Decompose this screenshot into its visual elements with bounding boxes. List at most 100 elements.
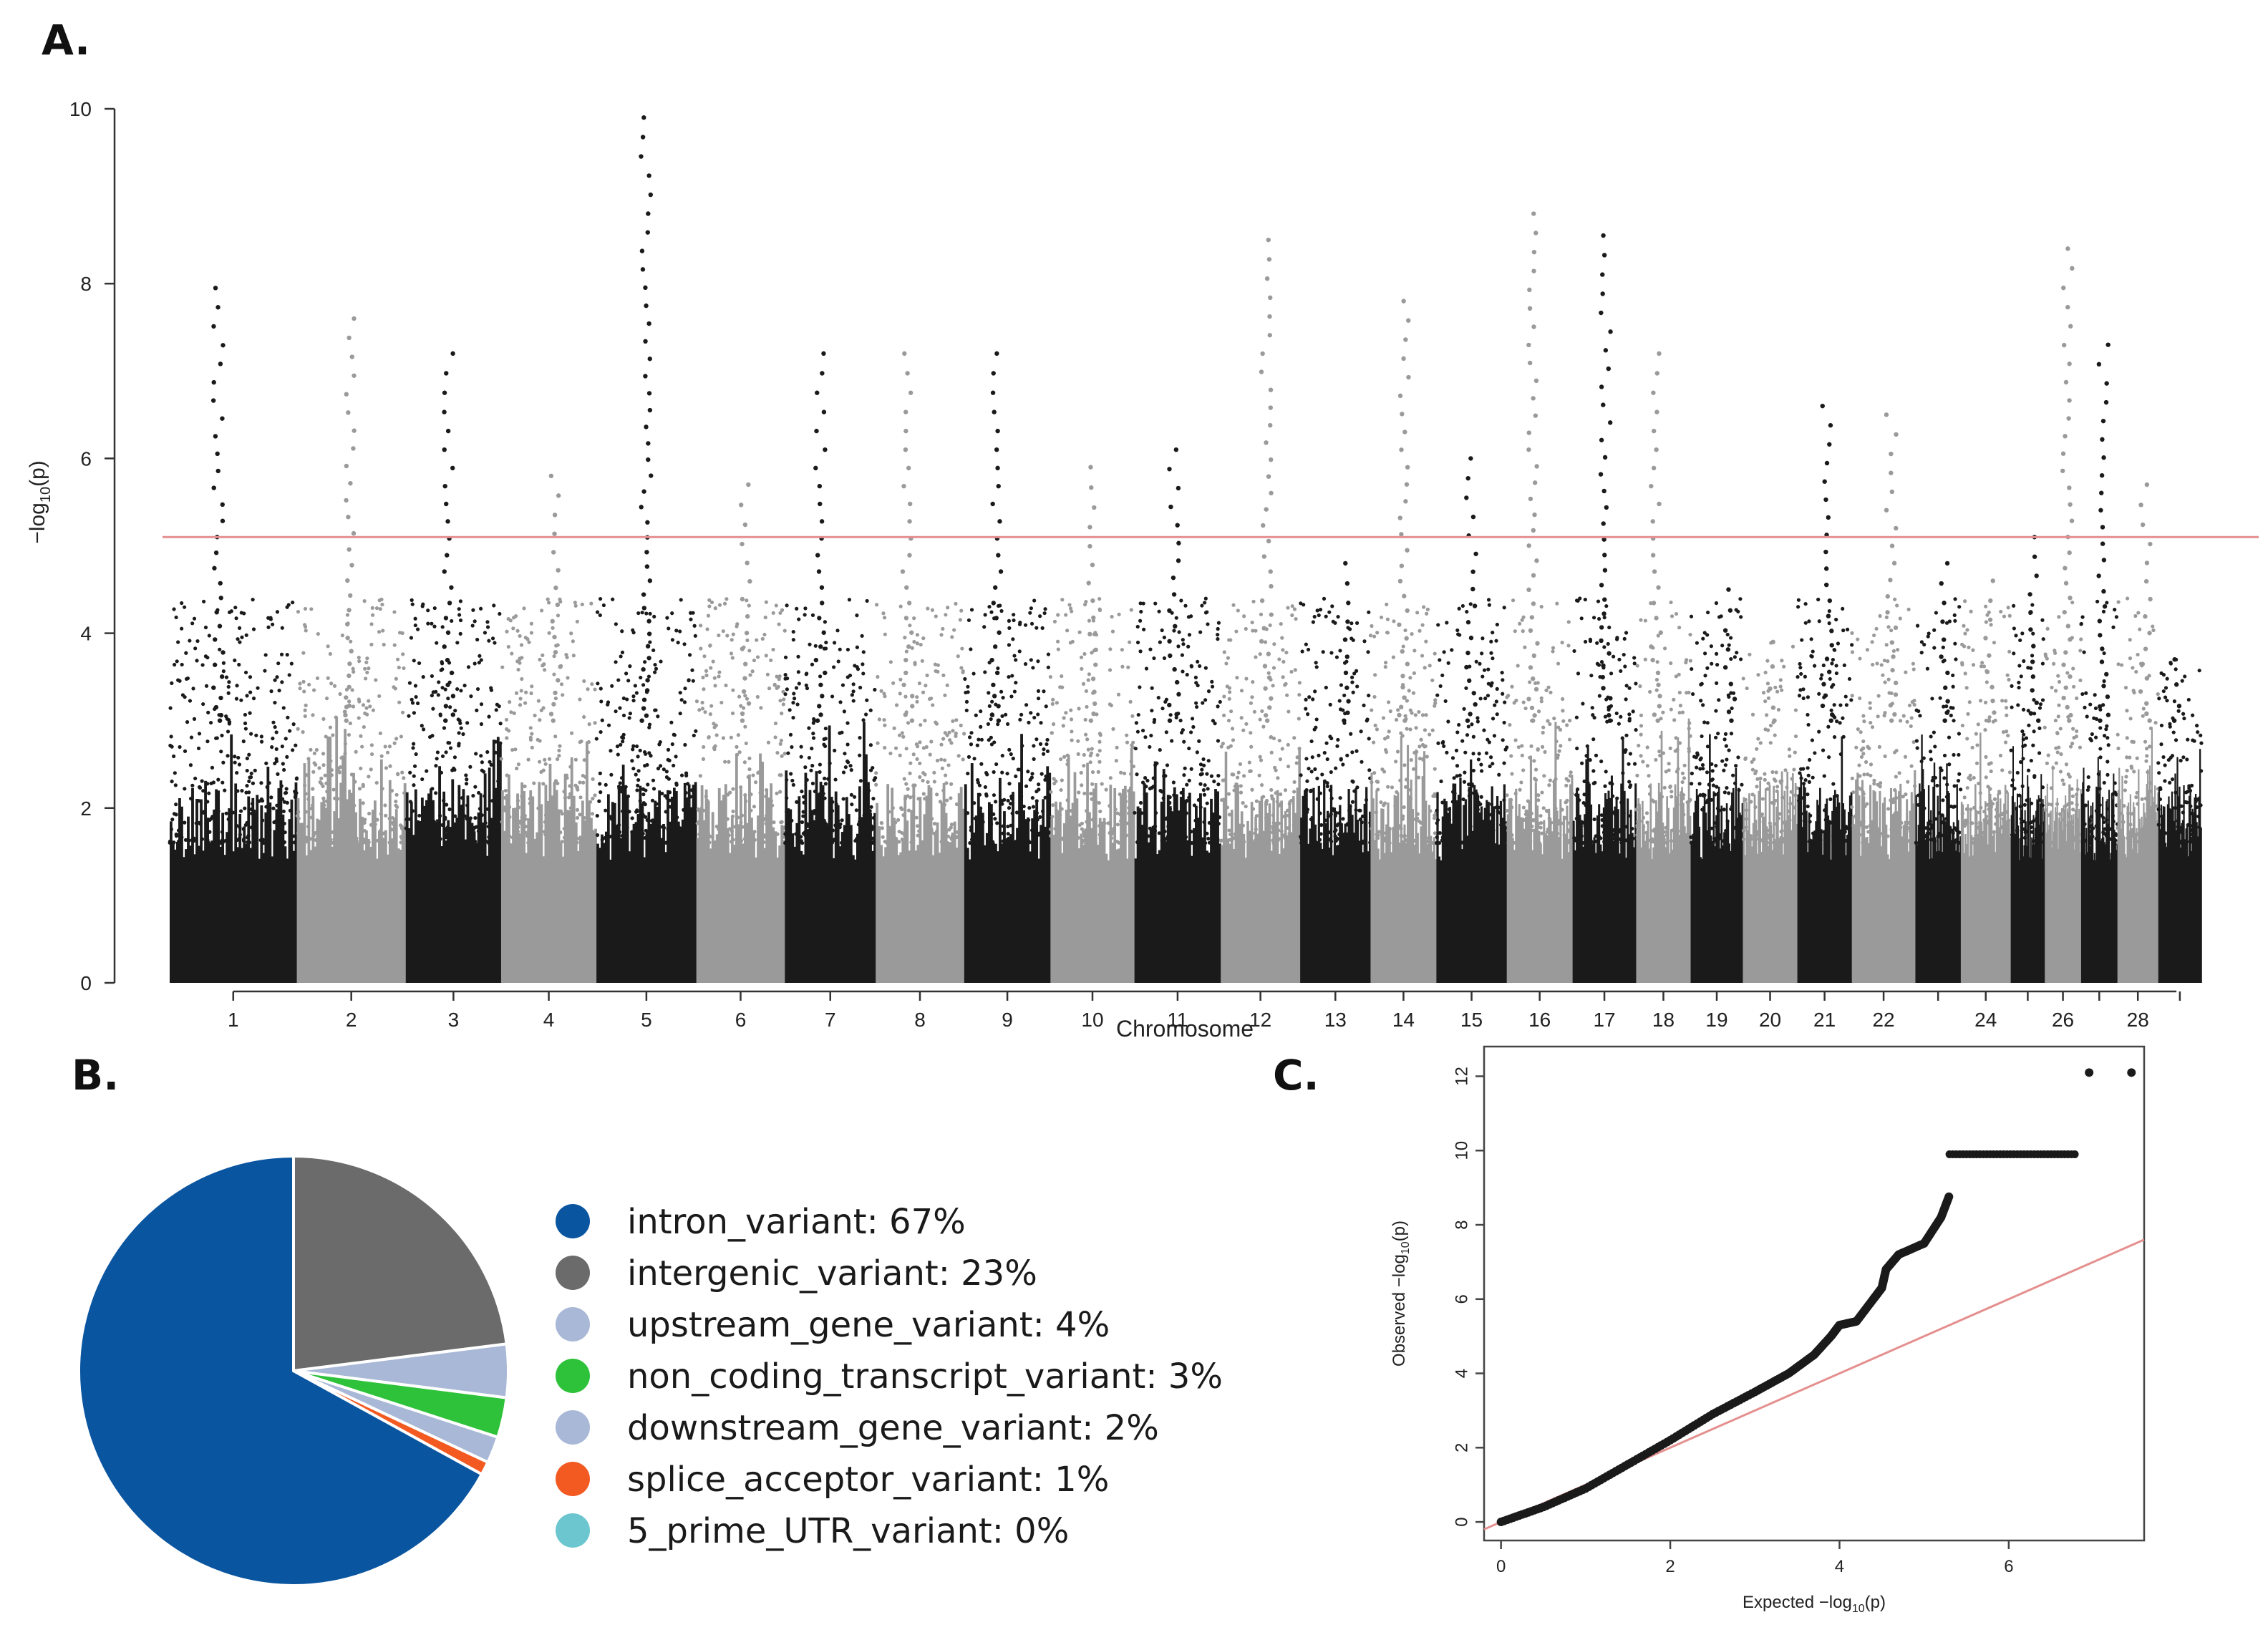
manhattan-snp-point [702,687,706,692]
manhattan-snp-point [1636,837,1640,841]
manhattan-snp-point [640,267,646,272]
manhattan-snp-point [392,685,396,689]
manhattan-snp-point [273,761,277,766]
manhattan-snp-point [1286,606,1290,610]
manhattan-snp-band [1092,788,1095,983]
manhattan-snp-point [461,732,465,737]
manhattan-snp-point [1128,640,1132,644]
manhattan-snp-point [1010,811,1014,815]
manhattan-snp-point [1150,709,1154,713]
manhattan-snp-point [1286,765,1291,769]
manhattan-snp-point [1176,644,1181,649]
manhattan-snp-point [1510,805,1514,810]
manhattan-snp-point [1241,728,1246,732]
manhattan-snp-point [619,742,623,747]
manhattan-snp-point [1384,661,1388,665]
manhattan-snp-point [374,678,378,682]
manhattan-snp-point [352,316,357,321]
manhattan-snp-point [1470,586,1475,592]
manhattan-snp-point [654,823,659,828]
manhattan-snp-point [399,840,403,845]
manhattan-snp-point [1133,747,1138,751]
manhattan-snp-band [536,832,539,983]
manhattan-snp-point [1632,762,1637,766]
manhattan-snp-point [351,704,356,709]
manhattan-snp-point [979,737,984,742]
manhattan-snp-point [1305,807,1310,812]
manhattan-snp-point [180,693,185,697]
manhattan-snp-point [547,757,552,761]
manhattan-snp-point [795,800,799,804]
manhattan-snp-band [1682,802,1685,983]
manhattan-snp-point [344,718,349,723]
manhattan-snp-point [1463,750,1468,755]
manhattan-snp-point [392,643,397,647]
manhattan-snp-point [343,712,348,718]
manhattan-snp-point [911,838,916,843]
manhattan-snp-band [964,784,967,983]
manhattan-snp-point [1228,690,1232,694]
manhattan-snp-point [516,825,520,829]
manhattan-snp-point [385,750,390,755]
manhattan-snp-point [464,773,468,777]
manhattan-snp-point [918,761,922,766]
manhattan-snp-point [1271,666,1276,670]
manhattan-snp-point [1403,337,1408,342]
manhattan-snp-point [1149,733,1153,738]
manhattan-snp-point [1230,727,1235,731]
manhattan-snp-point [713,606,717,611]
manhattan-snp-band [1476,795,1480,983]
manhattan-snp-point [326,676,330,680]
manhattan-snp-point [1501,678,1505,682]
manhattan-snp-point [1281,675,1285,679]
manhattan-snp-point [770,803,775,807]
manhattan-snp-point [1647,784,1652,789]
manhattan-snp-point [932,770,936,775]
manhattan-snp-band [1671,849,1674,983]
manhattan-snp-point [226,754,230,758]
manhattan-snp-point [950,635,954,639]
manhattan-snp-point [322,840,326,845]
manhattan-snp-point [455,833,460,837]
manhattan-snp-point [515,766,519,771]
manhattan-snp-band [1082,845,1085,983]
manhattan-snp-point [677,825,681,830]
manhattan-snp-point [1317,838,1322,842]
manhattan-snp-band [1516,815,1519,983]
manhattan-snp-point [779,820,783,825]
manhattan-snp-point [1091,711,1096,717]
manhattan-snp-point [723,760,727,764]
manhattan-snp-band [1065,810,1068,983]
manhattan-snp-point [1134,721,1139,725]
manhattan-snp-point [1060,685,1065,689]
manhattan-snp-point [1673,749,1677,753]
manhattan-snp-point [476,829,480,833]
chromosome-4-points [499,473,597,983]
manhattan-snp-band [1216,791,1219,983]
manhattan-snp-point [1489,802,1494,807]
manhattan-snp-point [1030,772,1034,776]
manhattan-snp-point [1325,757,1329,762]
manhattan-snp-point [548,473,554,479]
manhattan-snp-point [1435,817,1440,823]
manhattan-snp-point [1009,797,1014,801]
manhattan-snp-point [1486,598,1491,602]
manhattan-snp-point [1455,628,1460,633]
manhattan-snp-point [764,821,768,826]
manhattan-snp-band [1195,805,1198,983]
manhattan-snp-point [1327,610,1332,614]
manhattan-snp-point [194,821,198,825]
manhattan-snp-point [705,627,709,631]
manhattan-snp-point [336,766,340,770]
manhattan-snp-band [1440,860,1443,983]
manhattan-snp-band [1463,805,1465,983]
manhattan-snp-point [1554,806,1558,810]
manhattan-snp-point [440,625,445,629]
manhattan-snp-point [347,699,352,704]
manhattan-snp-band [1214,789,1217,983]
manhattan-snp-point [1084,689,1089,694]
manhattan-snp-point [1367,693,1371,698]
manhattan-snp-band [1523,828,1526,983]
manhattan-snp-band [329,737,332,983]
manhattan-snp-band [1075,798,1079,983]
